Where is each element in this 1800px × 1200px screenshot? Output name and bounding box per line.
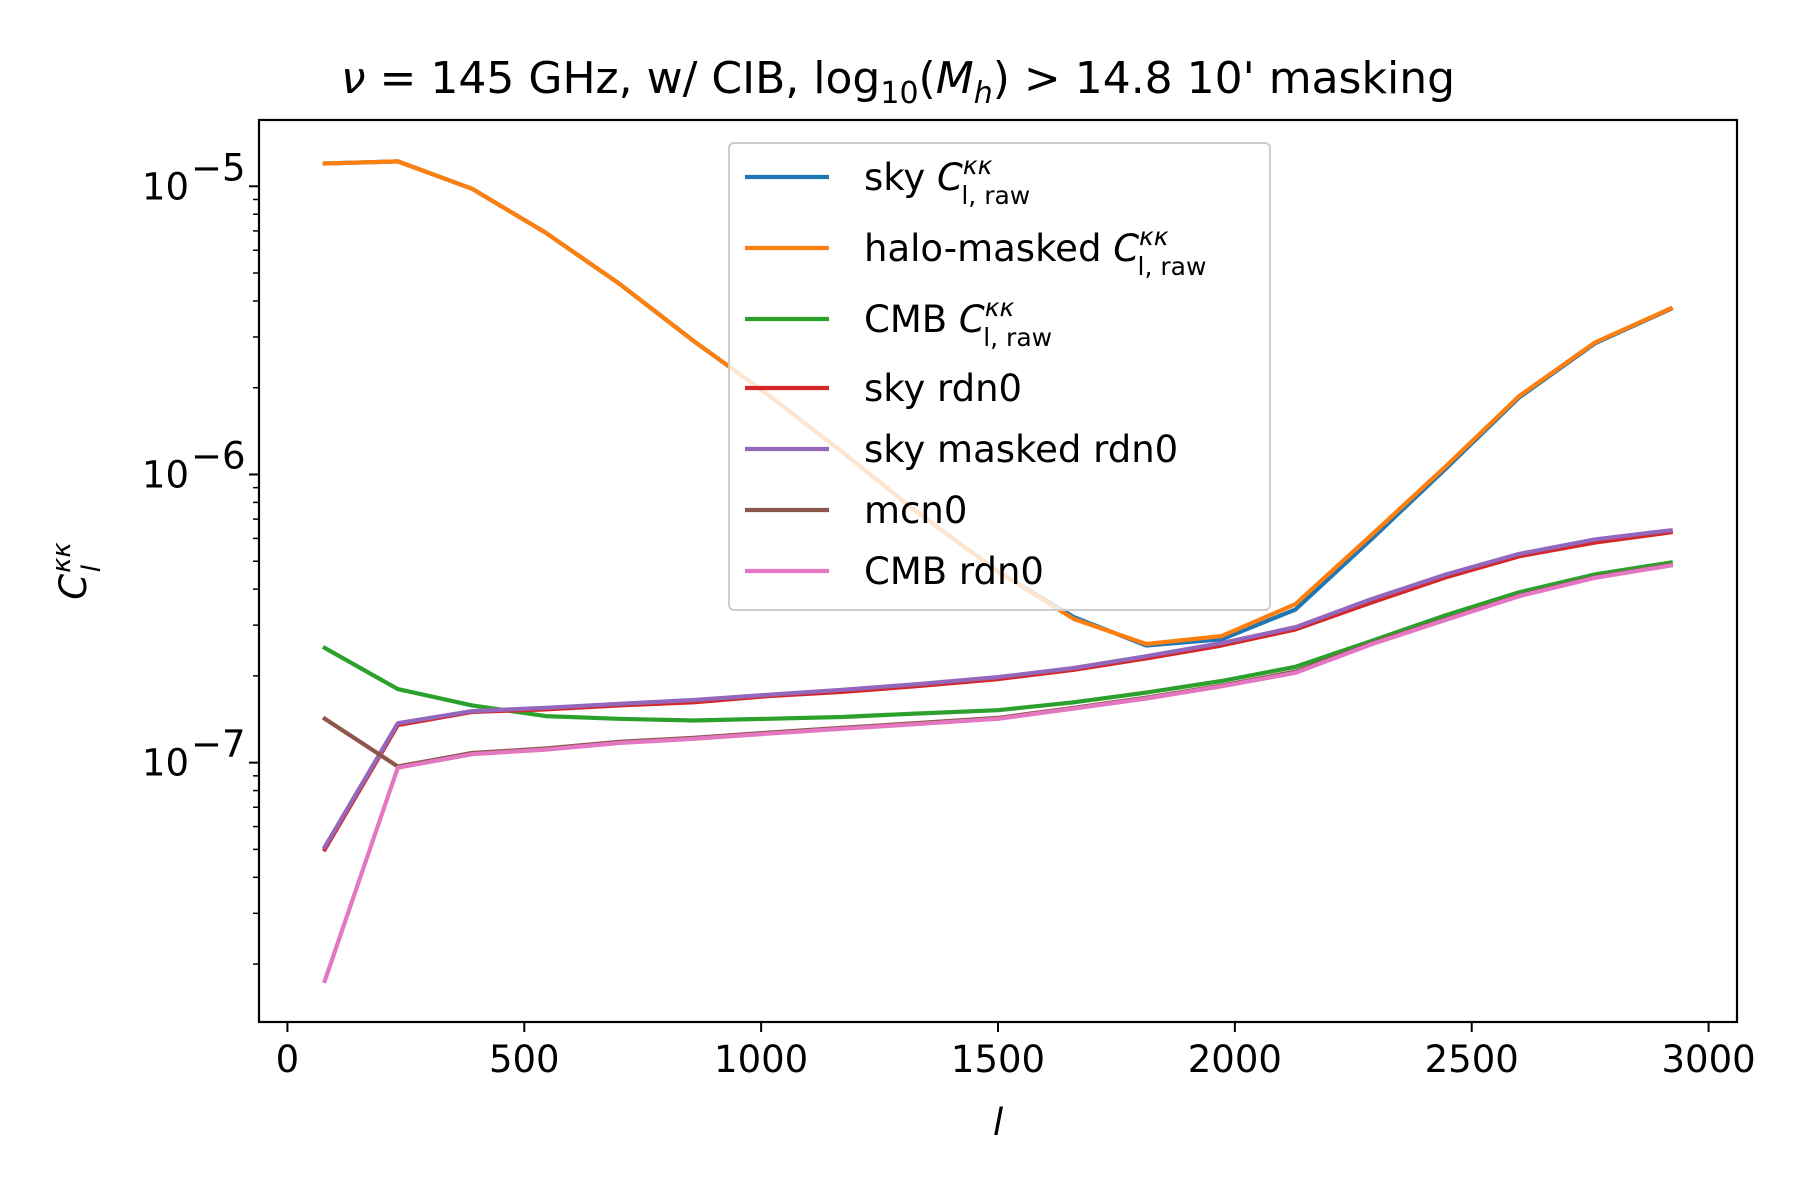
legend-label-3: sky rdn0	[864, 367, 1022, 410]
y-axis-label-main: C	[52, 574, 95, 600]
y-axis-label: Cκκl	[47, 542, 107, 600]
series-layer	[321, 159, 1674, 984]
x-tick-label: 1000	[714, 1038, 808, 1081]
legend-label-0: sky Cκκ l, raw	[864, 151, 1030, 210]
series-line-2	[321, 560, 1674, 723]
y-axis-label-group: Cκκl	[47, 542, 107, 600]
x-tick-label: 1500	[951, 1038, 1045, 1081]
legend-box	[728, 142, 1271, 611]
x-tick-label: 500	[489, 1038, 560, 1081]
title-part3: ) > 14.8 10' masking	[993, 53, 1455, 104]
series-line-4	[321, 527, 1674, 850]
y-tick-exponent: −6	[191, 434, 246, 477]
legend-label-4: sky masked rdn0	[864, 428, 1178, 471]
y-tick-label: 10	[142, 742, 189, 785]
legend: sky Cκκ l, raw halo-masked Cκκ l, raw CMB Cκ…	[728, 142, 1271, 611]
legend-label-1: halo-masked Cκκ l, raw	[864, 222, 1206, 281]
y-axis-label-sub: l	[77, 564, 107, 572]
series-line-6	[322, 563, 1674, 984]
legend-label-6: CMB rdn0	[864, 550, 1044, 593]
y-axis: 10−710−610−5	[142, 146, 259, 965]
x-axis: 0 500 1000 1500 2000 2500 3000	[276, 1022, 1756, 1081]
title-var-sub: h	[974, 76, 993, 111]
y-axis-label-sup: κκ	[47, 542, 77, 573]
legend-label-2: CMB Cκκ l, raw	[864, 293, 1052, 352]
chart-title: ν = 145 GHz, w/ CIB, log10(Mh) > 14.8 10…	[341, 53, 1455, 111]
title-nu: ν	[341, 53, 366, 104]
x-tick-label: 0	[276, 1038, 300, 1081]
legend-label-5: mcn0	[864, 489, 967, 532]
x-tick-label: 3000	[1661, 1038, 1755, 1081]
y-tick-exponent: −5	[191, 146, 246, 189]
x-tick-label: 2500	[1425, 1038, 1519, 1081]
x-tick-label: 2000	[1188, 1038, 1282, 1081]
y-tick-exponent: −7	[191, 723, 246, 766]
x-axis-label: l	[993, 1101, 1004, 1144]
title-sub10: 10	[880, 76, 918, 111]
title-part2: (	[919, 53, 936, 104]
y-tick-label: 10	[142, 453, 189, 496]
title-part1: = 145 GHz, w/ CIB, log	[366, 53, 881, 104]
y-tick-label: 10	[142, 165, 189, 208]
title-var: M	[936, 53, 974, 104]
